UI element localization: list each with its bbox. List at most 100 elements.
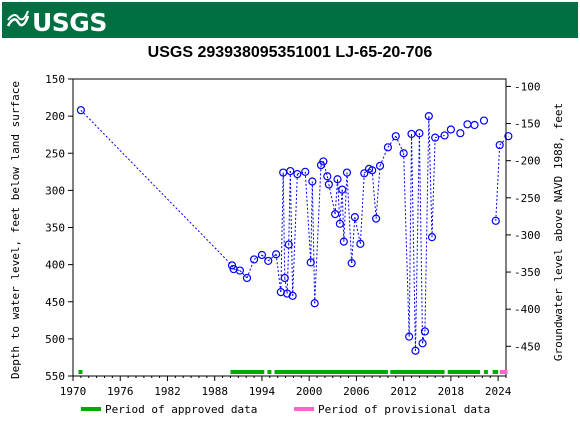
y-tick-label-left: 400	[45, 259, 65, 272]
data-point	[319, 157, 328, 166]
connector-line	[304, 171, 312, 263]
data-point	[257, 250, 267, 260]
data-point	[407, 129, 416, 139]
y-axis-label-left: Depth to water level, feet below land su…	[9, 81, 22, 379]
connector-line	[288, 171, 291, 245]
chart-title: USGS 293938095351001 LJ-65-20-706	[147, 44, 433, 61]
x-tick-label: 1976	[107, 385, 134, 398]
legend-provisional-label: Period of provisional data	[318, 403, 490, 416]
data-point	[470, 120, 479, 130]
data-point	[415, 129, 424, 138]
data-point	[339, 237, 348, 246]
connector-line	[414, 133, 420, 351]
legend: Period of approved data Period of provis…	[81, 403, 490, 416]
y-tick-label-right: -100	[514, 80, 541, 93]
connector-line	[80, 109, 233, 266]
connector-line	[499, 135, 509, 146]
y-tick-label-left: 550	[45, 370, 65, 383]
data-point	[342, 168, 352, 177]
data-point	[308, 177, 317, 186]
legend-approved-label: Period of approved data	[105, 403, 257, 416]
connector-line	[375, 165, 381, 219]
connector-line	[322, 161, 328, 177]
x-tick-label: 1970	[60, 385, 87, 398]
connector-line	[343, 172, 348, 242]
y-tick-label-left: 200	[45, 110, 65, 123]
data-point	[76, 106, 85, 115]
data-point	[424, 112, 433, 121]
x-tick-label: 2006	[343, 385, 370, 398]
data-point	[310, 299, 319, 308]
usgs-logo-text: USGS	[32, 8, 107, 37]
connector-line	[275, 254, 282, 293]
y-tick-label-right: -300	[514, 229, 541, 242]
data-point	[491, 216, 500, 225]
y-tick-label-left: 300	[45, 184, 65, 197]
y-tick-label-right: -250	[514, 192, 541, 205]
data-points	[76, 106, 513, 355]
connector-line	[431, 137, 436, 238]
connector-line	[387, 135, 397, 148]
connector-line	[337, 179, 341, 224]
connector-line	[346, 172, 353, 264]
data-connectors	[80, 109, 509, 351]
y-tick-label-right: -150	[514, 118, 541, 131]
data-point	[368, 166, 377, 175]
connector-line	[435, 134, 445, 139]
data-point	[463, 120, 472, 129]
connector-line	[354, 217, 361, 244]
y-tick-label-left: 500	[45, 333, 65, 346]
data-point	[431, 133, 440, 142]
x-tick-label: 2000	[296, 385, 323, 398]
data-point	[405, 332, 414, 341]
connector-line	[314, 165, 322, 304]
connector-line	[341, 189, 345, 242]
data-point	[280, 273, 289, 283]
data-point	[418, 339, 427, 348]
connector-line	[310, 181, 313, 263]
connector-line	[289, 171, 294, 296]
connector-line	[326, 176, 330, 185]
connector-line	[359, 173, 365, 244]
data-point	[456, 129, 465, 138]
data-point	[495, 140, 504, 150]
connector-line	[311, 181, 316, 304]
data-point	[264, 256, 273, 266]
data-point	[350, 213, 359, 222]
data-point	[301, 167, 310, 176]
data-point	[479, 116, 489, 125]
usgs-logo-icon	[6, 10, 30, 27]
x-tick-label: 1982	[154, 385, 181, 398]
data-point	[242, 273, 252, 283]
connector-line	[267, 253, 277, 262]
data-point	[283, 289, 292, 298]
data-point	[446, 125, 455, 134]
data-point	[504, 132, 513, 141]
data-point	[284, 240, 293, 249]
data-point	[399, 149, 408, 158]
connector-line	[351, 217, 356, 264]
data-point	[427, 233, 437, 242]
data-point	[375, 161, 385, 170]
x-tick-label: 1994	[249, 385, 276, 398]
y-tick-label-right: -400	[514, 303, 541, 316]
data-point	[372, 214, 381, 223]
connector-line	[403, 153, 410, 337]
data-point	[411, 346, 420, 355]
data-point	[293, 169, 302, 179]
x-tick-label: 2024	[485, 385, 512, 398]
connector-line	[408, 133, 413, 337]
connector-line	[411, 133, 416, 351]
data-point	[324, 180, 333, 189]
connector-line	[280, 172, 284, 293]
connector-line	[282, 172, 286, 278]
data-point	[331, 210, 340, 219]
connector-line	[261, 254, 269, 262]
data-point	[306, 258, 315, 267]
connector-line	[424, 116, 430, 332]
data-point	[288, 291, 297, 300]
data-point	[333, 175, 342, 184]
x-tick-label: 1988	[201, 385, 228, 398]
connector-line	[253, 254, 263, 260]
